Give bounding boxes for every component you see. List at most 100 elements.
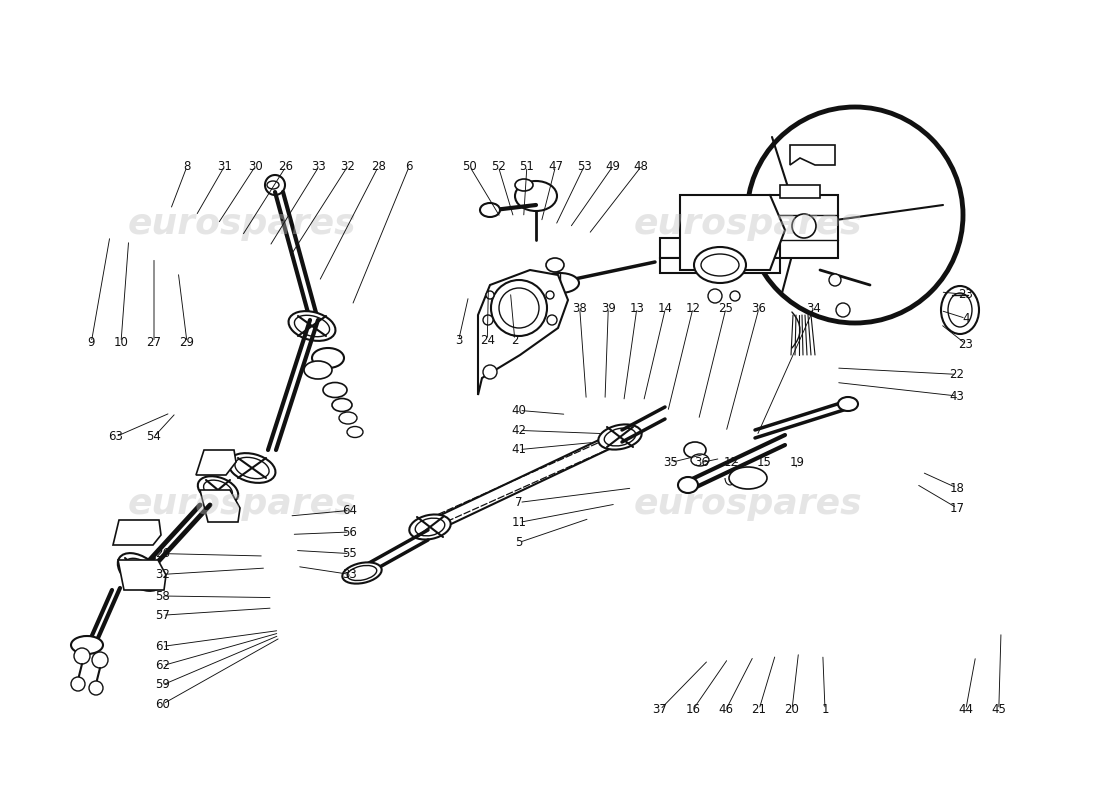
Text: 31: 31 — [217, 160, 232, 173]
Text: eurospares: eurospares — [128, 487, 356, 521]
Text: 53: 53 — [576, 160, 592, 173]
Circle shape — [491, 280, 547, 336]
Ellipse shape — [541, 273, 579, 293]
Text: 15: 15 — [757, 456, 772, 469]
Polygon shape — [790, 145, 835, 165]
Text: eurospares: eurospares — [634, 487, 862, 521]
Circle shape — [546, 291, 554, 299]
Ellipse shape — [948, 293, 972, 327]
Ellipse shape — [515, 179, 534, 191]
Text: 11: 11 — [512, 516, 527, 529]
Text: 28: 28 — [371, 160, 386, 173]
Text: 25: 25 — [718, 302, 734, 314]
Ellipse shape — [118, 553, 162, 591]
Text: 12: 12 — [724, 456, 739, 469]
Circle shape — [483, 315, 493, 325]
Ellipse shape — [204, 480, 232, 500]
Polygon shape — [660, 258, 780, 273]
Polygon shape — [660, 238, 780, 258]
Circle shape — [486, 291, 494, 299]
Text: 59: 59 — [155, 678, 170, 691]
Ellipse shape — [415, 518, 444, 536]
Ellipse shape — [678, 477, 698, 493]
Text: 51: 51 — [519, 160, 535, 173]
Text: 50: 50 — [462, 160, 477, 173]
Text: 36: 36 — [694, 456, 710, 469]
Text: 23: 23 — [958, 338, 974, 350]
Ellipse shape — [346, 426, 363, 438]
Text: 7: 7 — [516, 496, 522, 509]
Ellipse shape — [312, 348, 344, 368]
Ellipse shape — [729, 467, 767, 489]
Ellipse shape — [480, 203, 501, 217]
Text: 63: 63 — [108, 430, 123, 443]
Text: 13: 13 — [629, 302, 645, 314]
Ellipse shape — [295, 315, 330, 337]
Circle shape — [747, 107, 962, 323]
Text: 62: 62 — [155, 659, 170, 672]
Text: 60: 60 — [155, 698, 170, 710]
Circle shape — [72, 677, 85, 691]
Text: 55: 55 — [342, 547, 358, 560]
Text: 19: 19 — [790, 456, 805, 469]
Ellipse shape — [288, 311, 336, 341]
Circle shape — [792, 214, 816, 238]
Ellipse shape — [701, 254, 739, 276]
Circle shape — [92, 652, 108, 668]
Text: 21: 21 — [751, 703, 767, 716]
Text: 34: 34 — [806, 302, 822, 314]
Text: 39: 39 — [601, 302, 616, 314]
Ellipse shape — [348, 566, 376, 581]
Ellipse shape — [409, 514, 451, 539]
Text: 3: 3 — [455, 334, 462, 346]
Text: 52: 52 — [491, 160, 506, 173]
Text: 61: 61 — [155, 640, 170, 653]
Ellipse shape — [124, 558, 156, 586]
Polygon shape — [113, 520, 161, 545]
Text: 64: 64 — [342, 504, 358, 517]
Polygon shape — [478, 270, 568, 395]
Polygon shape — [118, 560, 166, 590]
Text: 20: 20 — [784, 703, 800, 716]
Ellipse shape — [940, 286, 979, 334]
Text: 41: 41 — [512, 443, 527, 456]
Circle shape — [547, 315, 557, 325]
Text: 32: 32 — [340, 160, 355, 173]
Text: 37: 37 — [652, 703, 668, 716]
Polygon shape — [680, 195, 785, 270]
Ellipse shape — [691, 454, 710, 466]
Text: 57: 57 — [155, 609, 170, 622]
Circle shape — [89, 681, 103, 695]
Polygon shape — [780, 185, 820, 198]
Text: 38: 38 — [572, 302, 587, 314]
Polygon shape — [196, 450, 236, 475]
Polygon shape — [200, 490, 240, 522]
Ellipse shape — [515, 181, 557, 211]
Text: 10: 10 — [113, 336, 129, 349]
Text: 17: 17 — [949, 502, 965, 514]
Ellipse shape — [838, 397, 858, 411]
Text: 40: 40 — [512, 404, 527, 417]
Ellipse shape — [694, 247, 746, 283]
Text: 30: 30 — [248, 160, 263, 173]
Text: 45: 45 — [991, 703, 1006, 716]
Text: 29: 29 — [179, 336, 195, 349]
Circle shape — [829, 274, 842, 286]
Text: 43: 43 — [949, 390, 965, 402]
Text: eurospares: eurospares — [634, 207, 862, 241]
Text: 18: 18 — [949, 482, 965, 494]
Text: 9: 9 — [88, 336, 95, 349]
Text: 23: 23 — [958, 288, 974, 301]
Ellipse shape — [684, 442, 706, 458]
Text: 54: 54 — [146, 430, 162, 443]
Circle shape — [730, 291, 740, 301]
Ellipse shape — [604, 428, 636, 446]
Text: 26: 26 — [155, 547, 170, 560]
Text: 49: 49 — [605, 160, 620, 173]
Ellipse shape — [235, 458, 270, 478]
Text: 58: 58 — [155, 590, 170, 602]
Text: 33: 33 — [342, 568, 358, 581]
Text: 46: 46 — [718, 703, 734, 716]
Text: 14: 14 — [658, 302, 673, 314]
Text: 16: 16 — [685, 703, 701, 716]
